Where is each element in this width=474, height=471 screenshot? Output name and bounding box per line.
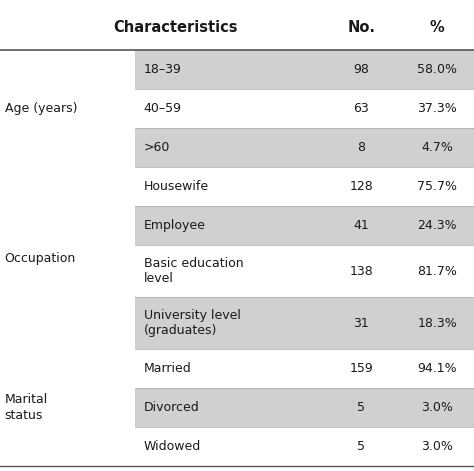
Text: 8: 8 bbox=[357, 141, 365, 154]
Text: 24.3%: 24.3% bbox=[418, 219, 457, 232]
Text: 37.3%: 37.3% bbox=[418, 102, 457, 115]
Text: 138: 138 bbox=[349, 265, 374, 277]
Bar bbox=[135, 167, 474, 206]
Text: Age (years): Age (years) bbox=[5, 102, 77, 115]
Text: 3.0%: 3.0% bbox=[421, 440, 453, 453]
Bar bbox=[135, 245, 474, 297]
Text: Characteristics: Characteristics bbox=[113, 20, 237, 35]
Text: 3.0%: 3.0% bbox=[421, 401, 453, 414]
Text: 40–59: 40–59 bbox=[144, 102, 182, 115]
Bar bbox=[135, 297, 474, 349]
Bar bbox=[135, 50, 474, 89]
Text: 81.7%: 81.7% bbox=[417, 265, 457, 277]
Bar bbox=[135, 206, 474, 245]
Text: Marital
status: Marital status bbox=[5, 393, 48, 422]
Text: Widowed: Widowed bbox=[144, 440, 201, 453]
Text: 18.3%: 18.3% bbox=[418, 317, 457, 330]
Text: Occupation: Occupation bbox=[5, 252, 76, 265]
Text: 31: 31 bbox=[354, 317, 369, 330]
Text: >60: >60 bbox=[144, 141, 170, 154]
Bar bbox=[135, 388, 474, 427]
Text: 5: 5 bbox=[357, 440, 365, 453]
Text: 4.7%: 4.7% bbox=[421, 141, 453, 154]
Text: No.: No. bbox=[347, 20, 375, 35]
Text: 58.0%: 58.0% bbox=[417, 63, 457, 76]
Bar bbox=[135, 349, 474, 388]
Text: 159: 159 bbox=[349, 362, 374, 375]
Bar bbox=[135, 89, 474, 128]
Text: Housewife: Housewife bbox=[144, 180, 209, 193]
Text: 98: 98 bbox=[354, 63, 369, 76]
Text: 128: 128 bbox=[349, 180, 374, 193]
Text: 94.1%: 94.1% bbox=[418, 362, 457, 375]
Text: 63: 63 bbox=[354, 102, 369, 115]
Bar bbox=[135, 128, 474, 167]
Text: Employee: Employee bbox=[144, 219, 206, 232]
Text: 75.7%: 75.7% bbox=[417, 180, 457, 193]
Text: Basic education
level: Basic education level bbox=[144, 257, 243, 285]
Text: 41: 41 bbox=[354, 219, 369, 232]
Text: Married: Married bbox=[144, 362, 191, 375]
Text: 18–39: 18–39 bbox=[144, 63, 182, 76]
Bar bbox=[135, 427, 474, 466]
Text: 5: 5 bbox=[357, 401, 365, 414]
Text: %: % bbox=[430, 20, 445, 35]
Text: Divorced: Divorced bbox=[144, 401, 200, 414]
Text: University level
(graduates): University level (graduates) bbox=[144, 309, 240, 337]
